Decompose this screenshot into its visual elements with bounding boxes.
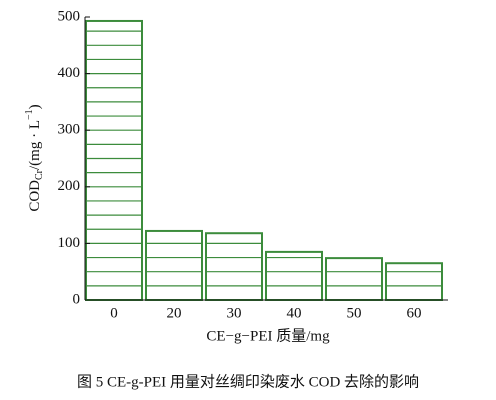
x-tick-label: 40 — [287, 305, 302, 321]
x-tick-label: 50 — [347, 305, 362, 321]
x-tick-label: 0 — [110, 305, 118, 321]
bar — [385, 262, 443, 301]
y-tick-label: 200 — [58, 178, 81, 194]
x-tick-label: 60 — [407, 305, 422, 321]
caption: 图 5 CE-g-PEI 用量对丝绸印染废水 COD 去除的影响 — [77, 373, 419, 390]
y-tick-label: 400 — [58, 65, 81, 81]
x-tick-label: 20 — [167, 305, 182, 321]
y-tick-label: 300 — [58, 122, 81, 138]
y-label-unit: /(mg · L — [27, 120, 43, 170]
y-axis-label: CODCr/(mg · L−1) — [24, 104, 45, 211]
bar — [325, 257, 383, 301]
x-tick-label: 30 — [227, 305, 242, 321]
bar — [205, 232, 263, 302]
x-axis-label: CE−g−PEI 质量/mg — [206, 327, 330, 344]
y-label-sup: −1 — [24, 109, 35, 120]
y-label-sub: Cr — [34, 169, 45, 180]
y-tick-label: 0 — [73, 291, 81, 307]
bar — [145, 229, 203, 301]
y-tick-label: 100 — [58, 235, 81, 251]
bar — [265, 250, 323, 301]
y-label-main: COD — [27, 180, 43, 212]
y-label-end: ) — [27, 104, 43, 109]
y-tick-label: 500 — [58, 8, 81, 24]
